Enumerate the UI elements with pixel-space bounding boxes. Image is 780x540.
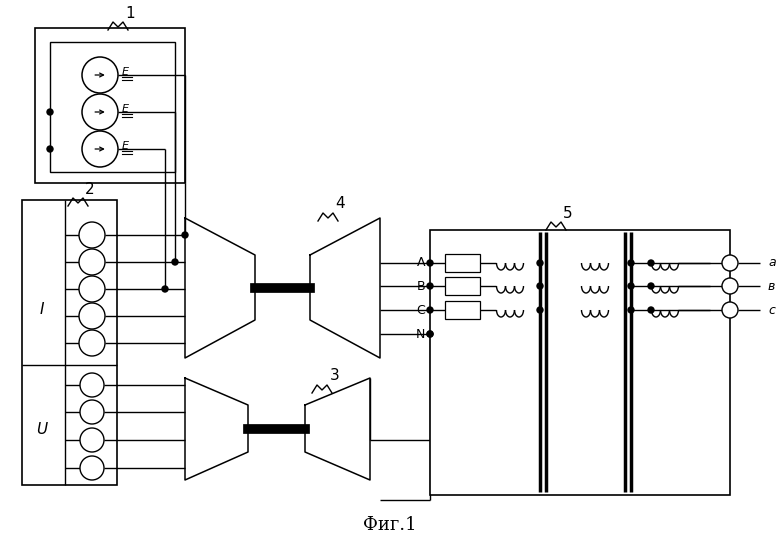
Bar (35, 28, 185, 183)
Circle shape (79, 276, 105, 302)
Text: a: a (768, 256, 775, 269)
Text: 5: 5 (563, 206, 573, 221)
Bar (445, 301, 480, 319)
Circle shape (79, 303, 105, 329)
Circle shape (80, 428, 104, 452)
Text: Фиг.1: Фиг.1 (363, 516, 417, 534)
Text: E: E (122, 67, 129, 77)
Circle shape (427, 331, 433, 337)
Text: в: в (768, 280, 775, 293)
Circle shape (722, 278, 738, 294)
Circle shape (79, 222, 105, 248)
Circle shape (628, 307, 634, 313)
Bar (50, 42, 175, 172)
Text: B: B (417, 280, 425, 293)
Circle shape (80, 456, 104, 480)
Circle shape (722, 255, 738, 271)
Text: C: C (417, 303, 425, 316)
Circle shape (172, 259, 178, 265)
Circle shape (427, 307, 433, 313)
Text: 1: 1 (125, 6, 135, 21)
Circle shape (47, 109, 53, 115)
Circle shape (628, 283, 634, 289)
Circle shape (182, 232, 188, 238)
Text: c: c (768, 303, 775, 316)
Circle shape (82, 131, 118, 167)
Circle shape (427, 331, 433, 337)
Text: I: I (40, 302, 44, 318)
Circle shape (82, 57, 118, 93)
Bar (22, 200, 117, 485)
Text: U: U (37, 422, 48, 437)
Circle shape (427, 260, 433, 266)
Text: 2: 2 (85, 182, 95, 197)
Circle shape (537, 283, 543, 289)
Text: E: E (122, 104, 129, 114)
Circle shape (80, 400, 104, 424)
Circle shape (648, 260, 654, 266)
Text: 4: 4 (335, 196, 345, 211)
Circle shape (648, 283, 654, 289)
Circle shape (628, 260, 634, 266)
Circle shape (722, 302, 738, 318)
Bar (430, 230, 730, 495)
Circle shape (537, 307, 543, 313)
Circle shape (537, 260, 543, 266)
Circle shape (79, 249, 105, 275)
Circle shape (47, 146, 53, 152)
Bar (445, 254, 480, 272)
Circle shape (162, 286, 168, 292)
Circle shape (648, 307, 654, 313)
Bar (445, 277, 480, 295)
Circle shape (79, 330, 105, 356)
Circle shape (82, 94, 118, 130)
Text: A: A (417, 256, 425, 269)
Circle shape (80, 373, 104, 397)
Circle shape (427, 283, 433, 289)
Text: N: N (416, 327, 425, 341)
Text: 3: 3 (330, 368, 340, 383)
Text: E: E (122, 141, 129, 151)
